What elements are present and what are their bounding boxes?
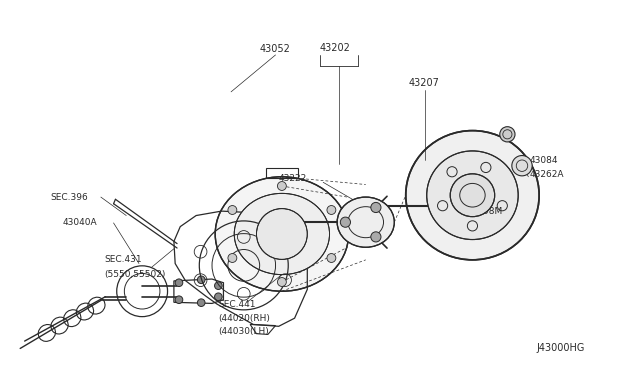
Text: 44098M: 44098M [466, 207, 502, 217]
Ellipse shape [234, 193, 330, 275]
Text: (44030(LH): (44030(LH) [218, 327, 269, 336]
Circle shape [197, 299, 205, 307]
Circle shape [228, 254, 237, 262]
Ellipse shape [215, 177, 349, 291]
Circle shape [197, 276, 205, 283]
Circle shape [371, 202, 381, 212]
Text: 43052: 43052 [260, 44, 291, 54]
Circle shape [278, 278, 286, 286]
Circle shape [228, 206, 237, 214]
Text: 43040A: 43040A [63, 218, 97, 227]
Ellipse shape [427, 151, 518, 240]
Circle shape [327, 206, 336, 214]
Circle shape [175, 279, 183, 286]
Circle shape [327, 254, 336, 262]
Circle shape [512, 155, 532, 176]
Circle shape [371, 232, 381, 242]
Text: (44020(RH): (44020(RH) [218, 314, 270, 323]
Ellipse shape [406, 131, 539, 260]
Text: SEC.441: SEC.441 [218, 300, 256, 309]
Text: 43222: 43222 [278, 174, 307, 183]
Circle shape [257, 209, 307, 259]
Ellipse shape [337, 197, 394, 247]
Text: SEC.431: SEC.431 [104, 255, 141, 264]
Circle shape [175, 296, 183, 304]
Text: 43084: 43084 [530, 155, 558, 165]
Ellipse shape [450, 174, 495, 217]
Circle shape [340, 217, 351, 227]
Text: (5550,55502): (5550,55502) [104, 270, 165, 279]
Circle shape [214, 293, 222, 301]
Text: 43207: 43207 [409, 78, 440, 88]
Text: 43262A: 43262A [530, 170, 564, 179]
Circle shape [278, 182, 286, 190]
Circle shape [500, 127, 515, 142]
Text: 43202: 43202 [320, 42, 351, 52]
Circle shape [214, 282, 222, 289]
Text: J43000HG: J43000HG [536, 343, 584, 353]
Text: SEC.396: SEC.396 [50, 193, 88, 202]
